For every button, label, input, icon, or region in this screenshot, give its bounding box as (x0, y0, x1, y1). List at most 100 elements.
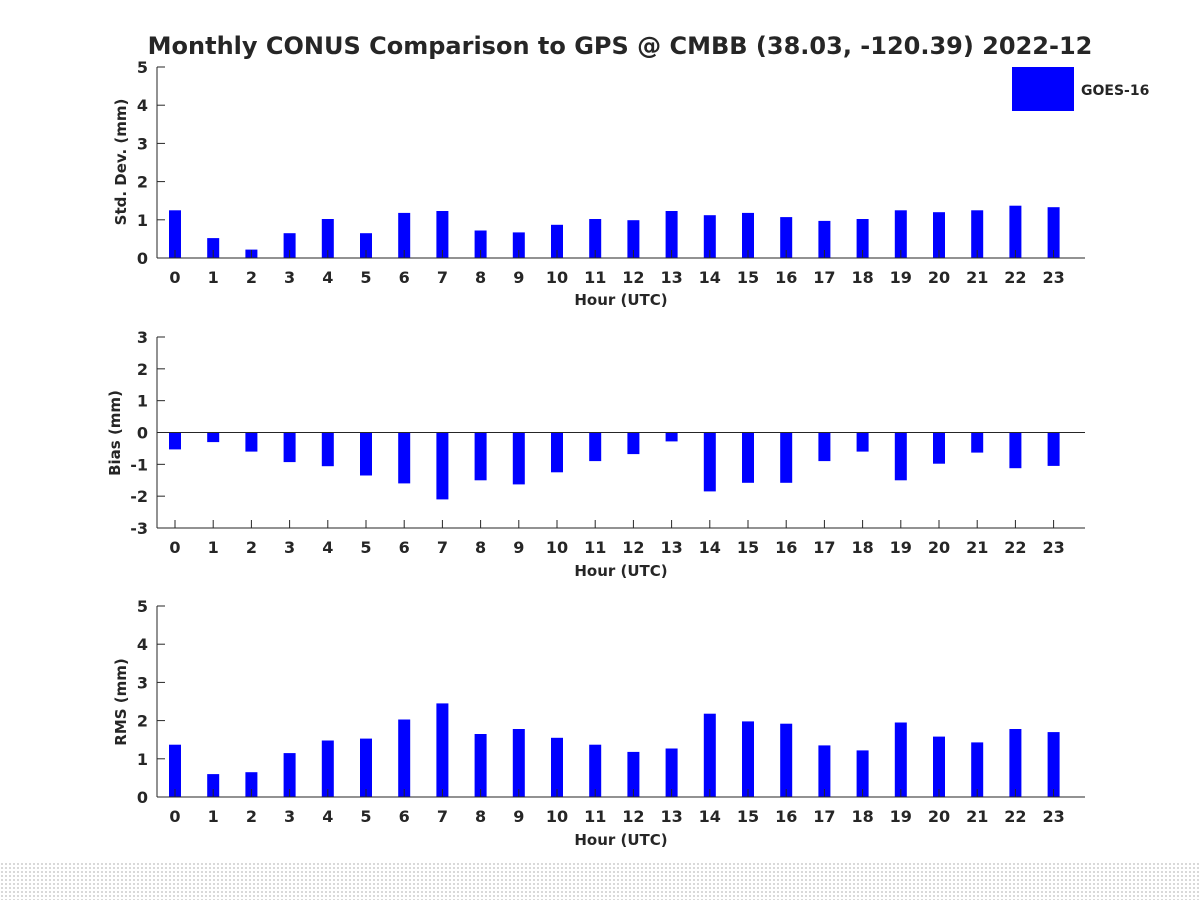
x-tick-label: 13 (660, 268, 682, 287)
x-tick-label: 8 (475, 268, 486, 287)
bar (1009, 432, 1022, 469)
x-tick-label: 12 (622, 807, 644, 826)
x-tick-label: 23 (1042, 538, 1064, 557)
bar (1047, 432, 1060, 466)
panel-bias-xlabel: Hour (UTC) (574, 562, 667, 580)
x-tick-label: 14 (699, 268, 721, 287)
bar (742, 212, 754, 258)
x-tick-label: 13 (660, 538, 682, 557)
bar (245, 772, 258, 797)
x-tick-label: 20 (928, 268, 950, 287)
bar (398, 719, 411, 797)
x-tick-label: 2 (246, 268, 257, 287)
dotted-texture (0, 862, 1200, 900)
bar (360, 432, 372, 476)
x-tick-label: 11 (584, 268, 606, 287)
bar (703, 713, 716, 797)
y-tick-label: 3 (137, 328, 148, 347)
bar (512, 729, 525, 797)
bar (1009, 729, 1022, 797)
x-tick-label: 20 (928, 807, 950, 826)
bar (245, 432, 258, 452)
x-tick-label: 17 (813, 268, 835, 287)
x-tick-label: 18 (851, 807, 873, 826)
x-tick-label: 16 (775, 538, 797, 557)
y-tick-label: 3 (137, 134, 148, 153)
bar (283, 432, 296, 463)
x-tick-label: 14 (699, 538, 721, 557)
bar (665, 211, 678, 258)
bar (627, 220, 640, 258)
bar (551, 737, 563, 797)
panel-rms-xlabel: Hour (UTC) (574, 831, 667, 849)
bar (207, 774, 220, 797)
x-tick-label: 19 (890, 268, 912, 287)
y-tick-label: 1 (137, 392, 148, 411)
y-tick-label: 1 (137, 750, 148, 769)
bar (627, 432, 640, 455)
bar (894, 722, 907, 797)
x-tick-label: 10 (546, 268, 568, 287)
panel-rms-ylabel: RMS (mm) (112, 658, 130, 745)
y-tick-label: -1 (130, 455, 148, 474)
panel-bias-ylabel: Bias (mm) (106, 390, 124, 476)
legend-label: GOES-16 (1081, 83, 1149, 99)
x-tick-label: 23 (1042, 268, 1064, 287)
x-tick-label: 1 (208, 268, 219, 287)
bar (207, 432, 220, 443)
x-tick-label: 7 (437, 268, 448, 287)
x-tick-label: 9 (513, 268, 524, 287)
x-tick-label: 9 (513, 807, 524, 826)
bar (894, 432, 907, 481)
bar (1009, 205, 1022, 258)
legend: GOES-16 (1012, 67, 1149, 111)
x-tick-label: 2 (246, 538, 257, 557)
bar (283, 753, 296, 797)
panel-rms-bars (169, 703, 1060, 797)
bar (1047, 207, 1060, 258)
bar (818, 745, 831, 797)
x-tick-label: 17 (813, 538, 835, 557)
x-tick-label: 21 (966, 268, 988, 287)
x-tick-label: 10 (546, 538, 568, 557)
y-tick-label: 2 (137, 360, 148, 379)
x-tick-label: 1 (208, 538, 219, 557)
x-tick-label: 15 (737, 807, 759, 826)
bar (283, 233, 296, 258)
legend-swatch (1012, 67, 1074, 111)
y-tick-label: 3 (137, 673, 148, 692)
bar (933, 736, 945, 797)
bar (321, 219, 334, 258)
bar (780, 723, 793, 797)
bar (665, 748, 678, 797)
y-tick-label: 4 (137, 96, 148, 115)
bar (474, 432, 487, 481)
bar (398, 212, 411, 258)
x-tick-label: 22 (1004, 268, 1026, 287)
x-tick-label: 6 (399, 807, 410, 826)
x-tick-label: 15 (737, 538, 759, 557)
x-tick-label: 21 (966, 538, 988, 557)
panel-std-dev-ylabel: Std. Dev. (mm) (112, 99, 130, 226)
panel-std-dev-bars (169, 205, 1060, 259)
panel-std-dev-xlabel: Hour (UTC) (574, 291, 667, 309)
bar (971, 432, 984, 453)
x-tick-label: 17 (813, 807, 835, 826)
x-tick-label: 8 (475, 807, 486, 826)
x-tick-label: 20 (928, 538, 950, 557)
y-tick-label: 1 (137, 211, 148, 230)
x-tick-label: 22 (1004, 538, 1026, 557)
y-tick-label: 0 (137, 249, 148, 268)
bar (856, 750, 869, 797)
x-tick-label: 3 (284, 807, 295, 826)
y-tick-label: 2 (137, 712, 148, 731)
bar (856, 432, 869, 452)
x-tick-label: 3 (284, 538, 295, 557)
x-tick-label: 6 (399, 538, 410, 557)
